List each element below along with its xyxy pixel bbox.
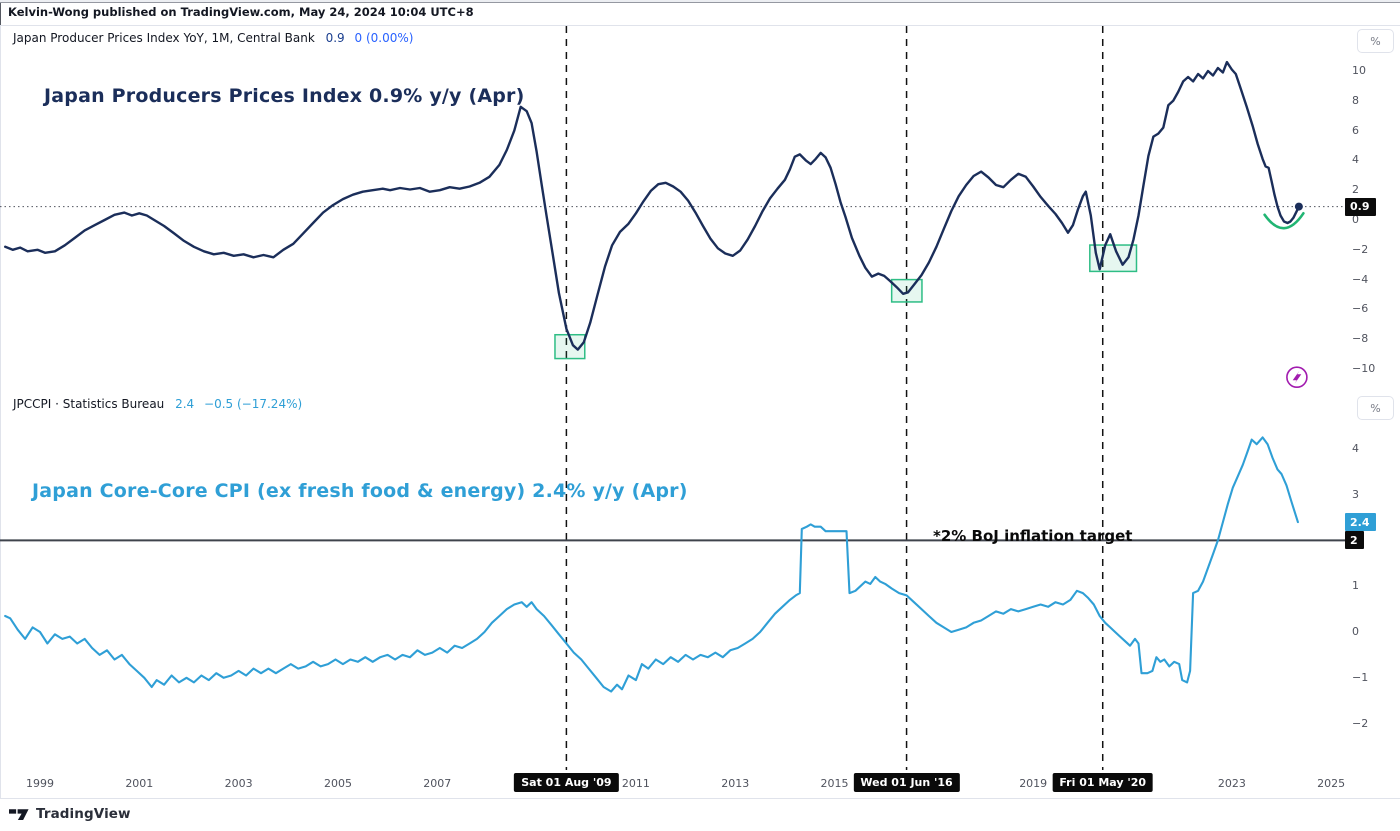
time-tick-label: 2025 [1317,777,1345,790]
price-tick-label: −6 [1352,302,1369,316]
pane2-series-name[interactable]: JPCCPI · Statistics Bureau [13,397,165,411]
chart-left-border [0,25,1,798]
pane1-unit-button[interactable]: % [1357,29,1394,53]
pane2-unit-button[interactable]: % [1357,396,1394,420]
event-date-badge[interactable]: Sat 01 Aug '09 [514,773,619,792]
tradingview-wordmark: TradingView [36,806,131,822]
price-tick-label: 0 [1352,213,1359,226]
price-tick-label: 8 [1352,93,1359,107]
pane2-legend[interactable]: JPCCPI · Statistics Bureau 2.4 −0.5 (−17… [13,397,302,411]
target-price-badge[interactable]: 2 [1345,531,1364,550]
chart-bottom-border [0,798,1400,799]
price-tick-label: −2 [1352,716,1369,730]
event-date-badge[interactable]: Wed 01 Jun '16 [853,773,960,792]
time-tick-label: 2019 [1019,777,1048,790]
price-tick-label: 6 [1352,123,1359,137]
time-tick-label: 2013 [721,777,750,790]
lightning-icon[interactable] [1286,366,1308,388]
green-arc-annotation[interactable] [1263,212,1305,230]
price-tick-label: 1 [1352,579,1359,593]
price-tick-label: −1 [1352,670,1369,684]
time-tick-label: 2005 [323,777,352,790]
pane2-title-annotation[interactable]: Japan Core-Core CPI (ex fresh food & ene… [32,480,688,502]
price-tick-label: −4 [1352,272,1369,286]
highlight-boxes[interactable] [554,244,1138,360]
time-tick-label: 2007 [423,777,452,790]
time-tick-label: 2001 [125,777,154,790]
price-tick-label: 0 [1352,625,1359,638]
time-tick-label: 1999 [26,777,54,790]
trough-highlight-box[interactable] [890,278,923,303]
pane1-series-name[interactable]: Japan Producer Prices Index YoY, 1M, Cen… [13,31,315,45]
pane-divider[interactable] [0,0,1400,2]
pane1-title-annotation[interactable]: Japan Producers Prices Index 0.9% y/y (A… [44,85,525,107]
time-tick-label: 2011 [621,777,650,790]
time-tick-label: 2003 [224,777,253,790]
price-tick-label: 10 [1352,64,1366,77]
ppi-line-series[interactable] [4,60,1301,351]
tradingview-logo[interactable]: TradingView [9,806,131,822]
price-tick-label: 4 [1352,153,1359,167]
price-tick-label: −10 [1352,362,1376,375]
pane2-last-value: 2.4 [175,397,195,411]
chart-top-border [0,25,1400,26]
pane1-last-value: 0.9 [325,31,345,45]
ppi-last-price-badge[interactable]: 0.9 [1345,197,1376,216]
price-tick-label: −2 [1352,242,1369,256]
time-axis[interactable]: 1999200120032005200720092011201320152017… [0,771,1345,798]
publish-byline: Kelvin-Wong published on TradingView.com… [8,5,474,19]
time-tick-label: 2015 [820,777,849,790]
pane1-legend[interactable]: Japan Producer Prices Index YoY, 1M, Cen… [13,31,413,45]
cpi-line-series[interactable] [4,436,1299,693]
time-tick-label: 2023 [1217,777,1246,790]
pane1-change-value: 0 (0.00%) [354,31,414,45]
price-tick-label: 4 [1352,441,1359,455]
event-dashed-lines[interactable] [565,26,1104,770]
cpi-last-price-badge[interactable]: 2.4 [1345,513,1376,532]
event-date-badge[interactable]: Fri 01 May '20 [1052,773,1154,792]
time-axis-border [0,2,1400,3]
pane2-change-value: −0.5 (−17.24%) [204,397,303,411]
tradingview-logo-icon [9,808,29,820]
price-tick-label: 2 [1352,183,1359,197]
ppi-last-point-dot [1294,202,1303,211]
price-tick-label: 3 [1352,487,1359,501]
boj-target-annotation[interactable]: *2% BoJ inflation target [933,527,1133,545]
price-tick-label: −8 [1352,332,1369,346]
